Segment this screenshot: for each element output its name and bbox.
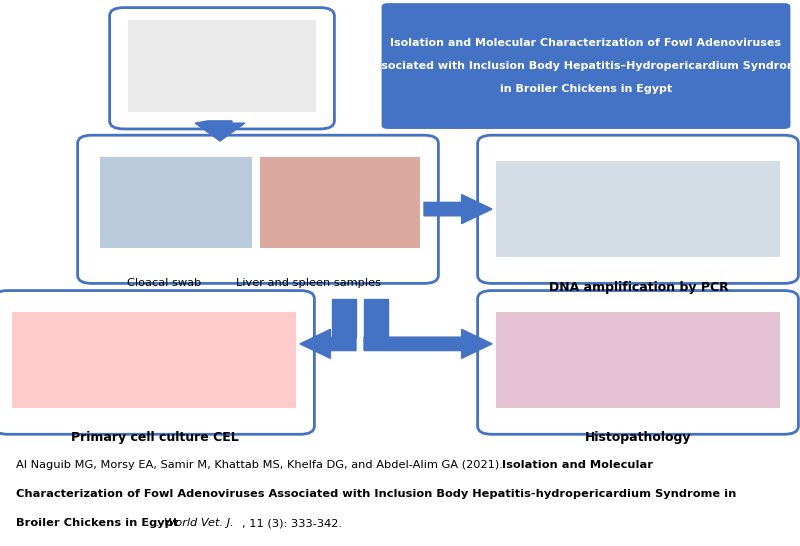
Polygon shape: [424, 194, 492, 224]
FancyBboxPatch shape: [0, 290, 314, 434]
Bar: [260, 157, 420, 248]
Text: Al Naguib MG, Morsy EA, Samir M, Khattab MS, Khelfa DG, and Abdel-Alim GA (2021): Al Naguib MG, Morsy EA, Samir M, Khattab…: [16, 460, 506, 470]
Text: Cloacal swab: Cloacal swab: [127, 278, 201, 288]
FancyBboxPatch shape: [78, 135, 438, 283]
Bar: [128, 20, 316, 112]
Text: Isolation and Molecular: Isolation and Molecular: [502, 460, 654, 470]
Text: Characterization of Fowl Adenoviruses Associated with Inclusion Body Hepatitis-h: Characterization of Fowl Adenoviruses As…: [16, 489, 736, 499]
Text: Liver and spleen samples: Liver and spleen samples: [235, 278, 381, 288]
Text: Primary cell culture CEL: Primary cell culture CEL: [70, 431, 238, 444]
Text: Isolation and Molecular Characterization of Fowl Adenoviruses

Associated with I: Isolation and Molecular Characterization…: [366, 38, 800, 94]
FancyBboxPatch shape: [110, 8, 334, 129]
Text: World Vet. J.: World Vet. J.: [164, 519, 234, 529]
Bar: [100, 157, 252, 248]
FancyBboxPatch shape: [478, 290, 798, 434]
Bar: [496, 161, 780, 257]
FancyBboxPatch shape: [382, 3, 790, 129]
Polygon shape: [364, 299, 388, 337]
Polygon shape: [364, 329, 492, 358]
Polygon shape: [332, 299, 356, 337]
Bar: [12, 312, 296, 408]
Polygon shape: [300, 329, 356, 358]
Bar: [496, 312, 780, 408]
FancyBboxPatch shape: [478, 135, 798, 283]
Text: DNA amplification by PCR: DNA amplification by PCR: [549, 281, 728, 294]
Polygon shape: [195, 121, 245, 141]
Text: .: .: [156, 519, 163, 529]
Text: Broiler Chickens in Egypt: Broiler Chickens in Egypt: [16, 519, 178, 529]
Text: Histopathology: Histopathology: [585, 431, 692, 444]
Text: , 11 (3): 333-342.: , 11 (3): 333-342.: [242, 519, 342, 529]
